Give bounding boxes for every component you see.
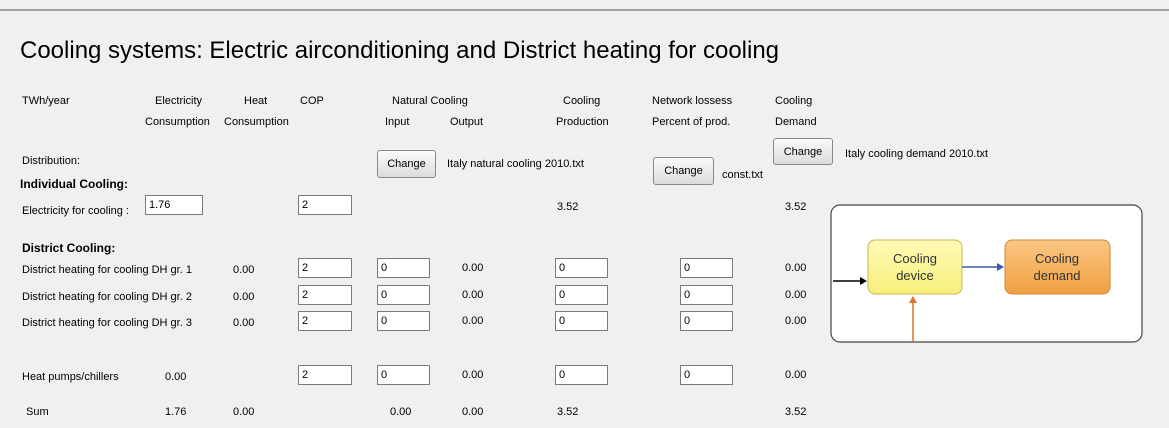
text-field[interactable] (555, 365, 608, 385)
column-header: Demand (775, 116, 817, 128)
demand-label: Cooling (1035, 251, 1079, 266)
value: 1.76 (165, 406, 187, 418)
column-header: Consumption (145, 116, 210, 128)
value: 0.00 (785, 315, 807, 327)
value: 3.52 (785, 406, 807, 418)
text-field[interactable] (298, 258, 352, 278)
column-header: Cooling (775, 95, 813, 107)
text-field[interactable] (555, 258, 608, 278)
column-header: Electricity (155, 95, 203, 107)
file-name: Italy cooling demand 2010.txt (845, 148, 989, 160)
value: 0.00 (462, 262, 484, 274)
column-header: Natural Cooling (392, 95, 468, 107)
row-label: District heating for cooling DH gr. 1 (22, 264, 192, 276)
demand-box (1004, 239, 1111, 295)
device-label: Cooling (893, 251, 937, 266)
text-field[interactable] (680, 365, 733, 385)
column-header: TWh/year (22, 95, 70, 107)
label: Electricity for cooling : (22, 205, 129, 217)
text-field[interactable] (145, 195, 203, 215)
column-header: Network lossess (652, 95, 733, 107)
page-title: Cooling systems: Electric airconditionin… (20, 37, 780, 64)
value: 3.52 (557, 406, 579, 418)
text-field[interactable] (298, 311, 352, 331)
value: 3.52 (785, 201, 807, 213)
section-heading: Individual Cooling: (20, 177, 128, 191)
row-label: Heat pumps/chillers (22, 371, 119, 383)
section-heading: District Cooling: (22, 241, 116, 255)
arrow-head (909, 296, 917, 303)
value: 0.00 (785, 262, 807, 274)
value: 0.00 (165, 371, 187, 383)
file-name: const.txt (722, 169, 763, 181)
column-header: Input (385, 116, 410, 128)
value: 0.00 (462, 369, 484, 381)
change-button[interactable]: Change (773, 138, 833, 165)
column-header: Consumption (224, 116, 289, 128)
column-header: Heat (244, 95, 268, 107)
value: 0.00 (462, 289, 484, 301)
text-field[interactable] (680, 258, 733, 278)
text-field[interactable] (377, 311, 430, 331)
text-field[interactable] (298, 195, 352, 215)
column-header: COP (300, 95, 324, 107)
diagram-frame (830, 204, 1143, 343)
column-header: Output (450, 116, 484, 128)
row-label: District heating for cooling DH gr. 2 (22, 291, 192, 303)
text-field[interactable] (298, 365, 352, 385)
value: 0.00 (462, 315, 484, 327)
arrow-head (997, 263, 1004, 271)
device-box (867, 239, 963, 295)
change-button[interactable]: Change (377, 150, 436, 178)
label: Distribution: (22, 155, 81, 167)
text-field[interactable] (555, 311, 608, 331)
diagram: Cooling device Cooling demand (830, 204, 1143, 343)
value: 0.00 (785, 289, 807, 301)
text-field[interactable] (377, 258, 430, 278)
row-label: Sum (26, 406, 49, 418)
value: 0.00 (785, 369, 807, 381)
text-field[interactable] (555, 285, 608, 305)
text-field[interactable] (298, 285, 352, 305)
device-label: device (896, 268, 934, 283)
text-field[interactable] (377, 285, 430, 305)
value: 0.00 (233, 406, 255, 418)
value: 0.00 (462, 406, 484, 418)
text-field[interactable] (377, 365, 430, 385)
column-header: Cooling (563, 95, 601, 107)
column-header: Production (556, 116, 609, 128)
text-field[interactable] (680, 311, 733, 331)
value: 3.52 (557, 201, 579, 213)
value: 0.00 (233, 317, 255, 329)
change-button[interactable]: Change (653, 157, 714, 185)
text-field[interactable] (680, 285, 733, 305)
row-label: District heating for cooling DH gr. 3 (22, 317, 192, 329)
value: 0.00 (233, 291, 255, 303)
top-border (0, 9, 1169, 11)
value: 0.00 (233, 264, 255, 276)
value: 0.00 (390, 406, 412, 418)
file-name: Italy natural cooling 2010.txt (447, 158, 584, 170)
column-header: Percent of prod. (652, 116, 731, 128)
demand-label: demand (1034, 268, 1081, 283)
arrow-head (860, 277, 867, 285)
